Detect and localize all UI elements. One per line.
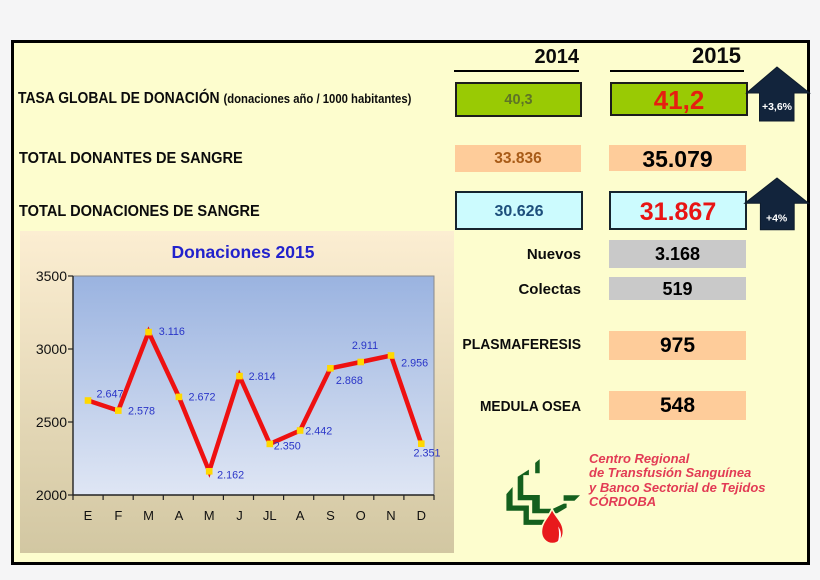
svg-text:2.672: 2.672	[188, 392, 215, 404]
svg-text:2500: 2500	[36, 414, 67, 430]
svg-text:+4%: +4%	[766, 213, 788, 225]
svg-text:2.868: 2.868	[336, 375, 363, 387]
svg-text:+3,6%: +3,6%	[762, 101, 793, 113]
svg-text:2.814: 2.814	[249, 371, 276, 383]
svg-text:2.350: 2.350	[274, 441, 301, 453]
svg-text:F: F	[114, 508, 122, 523]
svg-text:2.162: 2.162	[217, 469, 244, 481]
svg-text:A: A	[175, 508, 184, 523]
svg-text:3500: 3500	[36, 268, 67, 284]
svg-text:M: M	[204, 508, 215, 523]
svg-text:M: M	[143, 508, 154, 523]
svg-text:N: N	[386, 508, 395, 523]
svg-text:2000: 2000	[36, 487, 67, 503]
svg-text:2.578: 2.578	[128, 406, 155, 418]
svg-text:S: S	[326, 508, 335, 523]
svg-text:2.351: 2.351	[413, 448, 440, 460]
svg-text:E: E	[84, 508, 93, 523]
svg-text:2.647: 2.647	[96, 389, 123, 401]
svg-text:D: D	[417, 508, 426, 523]
svg-text:2.956: 2.956	[401, 358, 428, 370]
svg-text:JL: JL	[263, 508, 277, 523]
svg-text:3.116: 3.116	[159, 326, 185, 338]
svg-text:O: O	[356, 508, 366, 523]
svg-text:A: A	[296, 508, 305, 523]
svg-text:3000: 3000	[36, 341, 67, 357]
svg-text:J: J	[236, 508, 243, 523]
svg-text:2.911: 2.911	[352, 340, 378, 352]
svg-text:2.442: 2.442	[305, 426, 332, 438]
